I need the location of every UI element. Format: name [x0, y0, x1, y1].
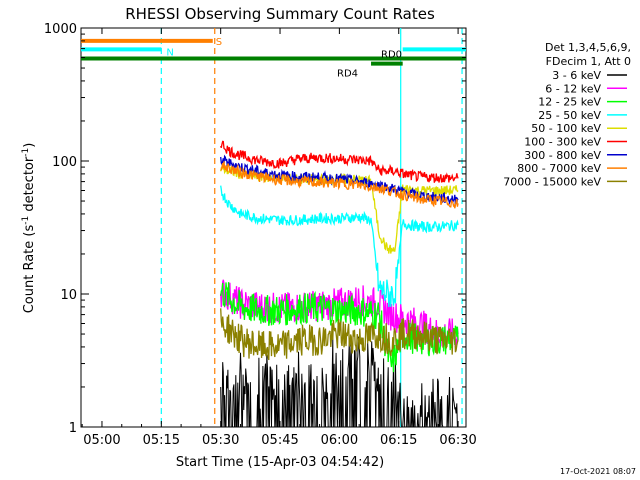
chart-title: RHESSI Observing Summary Count Rates	[125, 5, 435, 23]
legend-label: 12 - 25 keV	[538, 96, 601, 109]
state-bars: S N RD0 RD4	[81, 37, 466, 80]
y-label-part3: )	[22, 143, 37, 148]
legend-label: 25 - 50 keV	[538, 109, 601, 122]
legend-label: 50 - 100 keV	[531, 122, 601, 135]
y-axis-label: Count Rate (s-1 detector-1)	[21, 143, 37, 314]
state-bar-label: N	[166, 47, 173, 58]
plot-frame	[80, 27, 467, 428]
legend-header: FDecim 1, Att 0	[546, 55, 631, 68]
x-axis-label: Start Time (15-Apr-03 04:54:42)	[176, 455, 384, 470]
series-group	[220, 140, 459, 428]
state-bar-label: RD4	[337, 69, 358, 80]
legend-label: 100 - 300 keV	[524, 136, 601, 149]
legend-label: 300 - 800 keV	[524, 149, 601, 162]
y-tick-label: 1	[69, 421, 77, 436]
x-tick-label: 05:15	[143, 433, 180, 448]
legend-label: 6 - 12 keV	[545, 82, 601, 95]
y-tick-label: 10	[60, 288, 77, 303]
legend: Det 1,3,4,5,6,9,FDecim 1, Att 03 - 6 keV…	[503, 41, 631, 188]
state-bar-label: RD0	[381, 49, 402, 60]
footer-date: 17-Oct-2021 08:07	[560, 467, 636, 476]
x-tick-label: 06:15	[380, 433, 417, 448]
series-line	[220, 140, 459, 183]
y-label-part1: Count Rate (s	[22, 225, 37, 314]
x-tick-label: 05:30	[202, 433, 239, 448]
legend-label: 3 - 6 keV	[552, 69, 601, 82]
series-line	[220, 161, 459, 209]
legend-header: Det 1,3,4,5,6,9,	[545, 41, 631, 54]
x-tick-label: 05:00	[83, 433, 120, 448]
y-tick-label: 100	[52, 155, 77, 170]
legend-label: 800 - 7000 keV	[517, 162, 601, 175]
y-label-sup2: -1	[21, 148, 31, 157]
y-tick-label: 1000	[44, 22, 77, 37]
x-tick-label: 06:30	[439, 433, 476, 448]
series-line	[220, 185, 459, 308]
state-bar-label: S	[216, 37, 222, 48]
x-tick-label: 06:00	[321, 433, 358, 448]
legend-label: 7000 - 15000 keV	[503, 175, 601, 188]
vertical-markers	[160, 28, 463, 427]
y-label-part2: detector	[22, 156, 37, 216]
y-label-sup1: -1	[21, 216, 31, 225]
y-axis: 1 10 100 1000	[44, 22, 466, 436]
series-line	[220, 308, 459, 361]
x-axis: 05:00 05:15 05:30 05:45 06:00 06:15 06:30	[81, 28, 477, 448]
x-tick-label: 05:45	[261, 433, 298, 448]
